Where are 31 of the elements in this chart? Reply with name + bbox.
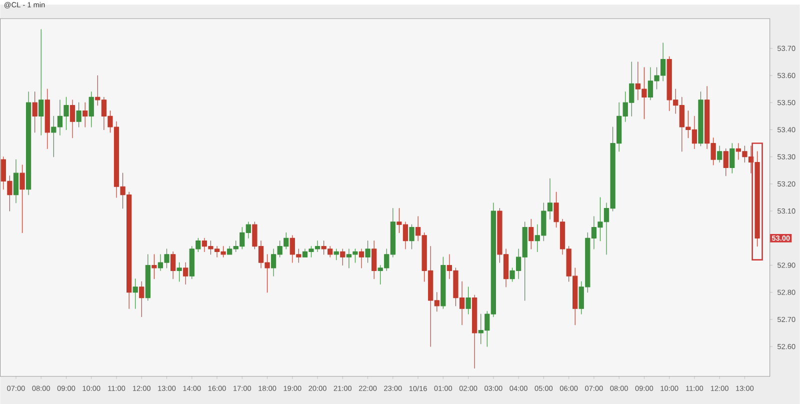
candlestick (528, 218, 534, 250)
candlestick (26, 91, 32, 195)
candlestick (365, 240, 370, 263)
candlestick (152, 254, 157, 279)
candlestick (139, 281, 144, 317)
candlestick (132, 278, 138, 309)
candlestick (340, 248, 346, 266)
candlestick (730, 142, 735, 174)
candlestick (698, 91, 704, 146)
candlestick (13, 159, 19, 204)
candlestick (440, 256, 446, 309)
candlestick (170, 251, 176, 279)
candlestick (70, 99, 76, 138)
candlestick (145, 254, 150, 301)
candlestick (372, 240, 377, 279)
candlestick (723, 148, 728, 176)
candlestick (717, 146, 722, 162)
candlestick (176, 262, 182, 282)
candlestick (32, 91, 38, 133)
candlestick (38, 28, 44, 136)
candlestick (88, 91, 94, 128)
candlestick (44, 88, 50, 149)
candlestick (183, 262, 188, 284)
candlestick (466, 286, 471, 314)
candlestick (82, 102, 88, 128)
candlestick (409, 224, 414, 250)
candlestick (20, 164, 25, 233)
candlestick (76, 102, 82, 128)
candlestick (358, 248, 364, 268)
candlestick (334, 248, 339, 260)
candlestick (472, 294, 478, 368)
